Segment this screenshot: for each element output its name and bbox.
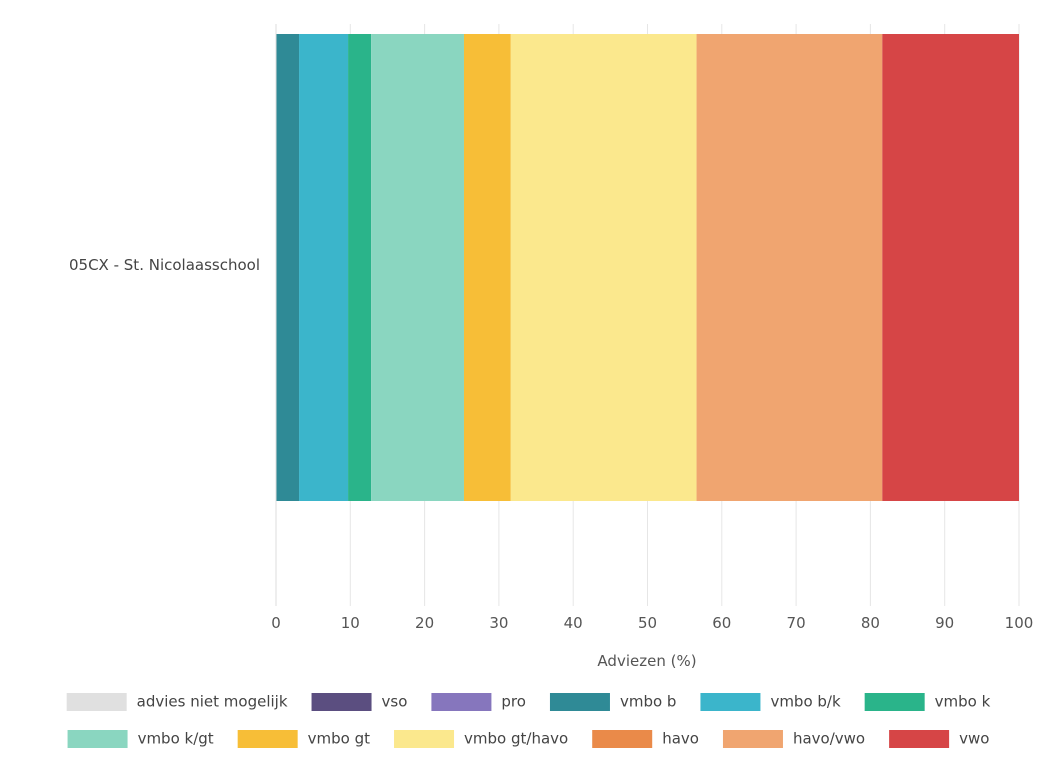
legend-swatch-5 <box>864 693 925 711</box>
category-label-0: 05CX - St. Nicolaasschool <box>69 256 260 274</box>
bar-segment-4[interactable] <box>299 34 349 501</box>
bar-segment-7[interactable] <box>463 34 511 501</box>
legend-label-9: havo <box>662 730 699 748</box>
legend: advies niet mogelijk vso pro vmbo b vmbo b/k… <box>66 693 991 749</box>
legend-item-11[interactable]: vwo <box>889 730 989 749</box>
legend-swatch-11 <box>889 730 950 748</box>
legend-item-7[interactable]: vmbo gt <box>237 730 370 749</box>
x-tick-label-2: 20 <box>415 614 434 632</box>
legend-swatch-7 <box>237 730 298 748</box>
bar-segment-11[interactable] <box>882 34 1019 501</box>
legend-label-11: vwo <box>959 730 989 748</box>
legend-swatch-3 <box>549 693 610 711</box>
legend-label-8: vmbo gt/havo <box>464 730 568 748</box>
legend-item-4[interactable]: vmbo b/k <box>700 693 841 712</box>
legend-swatch-8 <box>394 730 455 748</box>
bar-segments <box>276 34 1019 501</box>
x-tick-label-6: 60 <box>712 614 731 632</box>
legend-swatch-0 <box>66 693 127 711</box>
legend-item-9[interactable]: havo <box>592 730 699 749</box>
bar-segment-5[interactable] <box>348 34 372 501</box>
x-tick-label-7: 70 <box>787 614 806 632</box>
legend-label-6: vmbo k/gt <box>138 730 214 748</box>
x-tick-label-1: 10 <box>341 614 360 632</box>
x-axis-title: Adviezen (%) <box>597 652 696 670</box>
legend-item-2[interactable]: pro <box>431 693 526 712</box>
legend-swatch-1 <box>311 693 372 711</box>
legend-item-0[interactable]: advies niet mogelijk <box>66 693 288 712</box>
legend-swatch-10 <box>722 730 783 748</box>
x-tick-label-10: 100 <box>1005 614 1034 632</box>
legend-swatch-4 <box>700 693 761 711</box>
legend-label-3: vmbo b <box>620 693 676 711</box>
bar-segment-10[interactable] <box>696 34 883 501</box>
x-tick-label-4: 40 <box>564 614 583 632</box>
legend-label-7: vmbo gt <box>308 730 370 748</box>
x-tick-label-5: 50 <box>638 614 657 632</box>
legend-label-5: vmbo k <box>935 693 991 711</box>
legend-item-3[interactable]: vmbo b <box>549 693 676 712</box>
x-tick-label-0: 0 <box>271 614 281 632</box>
legend-swatch-6 <box>67 730 128 748</box>
bar-segment-8[interactable] <box>510 34 697 501</box>
x-tick-label-3: 30 <box>489 614 508 632</box>
x-tick-label-8: 80 <box>861 614 880 632</box>
legend-label-1: vso <box>382 693 408 711</box>
legend-swatch-9 <box>592 730 653 748</box>
legend-swatch-2 <box>431 693 492 711</box>
bar-segment-3[interactable] <box>276 34 300 501</box>
legend-item-1[interactable]: vso <box>311 693 408 712</box>
category-labels: 05CX - St. Nicolaasschool <box>69 256 260 274</box>
legend-label-4: vmbo b/k <box>770 693 841 711</box>
bar-segment-6[interactable] <box>371 34 464 501</box>
legend-label-0: advies niet mogelijk <box>137 693 288 711</box>
x-tick-labels: 0 10 20 30 40 50 60 70 80 90 100 <box>271 614 1033 632</box>
legend-label-10: havo/vwo <box>793 730 865 748</box>
legend-label-2: pro <box>501 693 526 711</box>
legend-item-10[interactable]: havo/vwo <box>722 730 865 749</box>
x-tick-label-9: 90 <box>935 614 954 632</box>
legend-item-8[interactable]: vmbo gt/havo <box>394 730 568 749</box>
legend-item-6[interactable]: vmbo k/gt <box>67 730 214 749</box>
legend-item-5[interactable]: vmbo k <box>864 693 991 712</box>
